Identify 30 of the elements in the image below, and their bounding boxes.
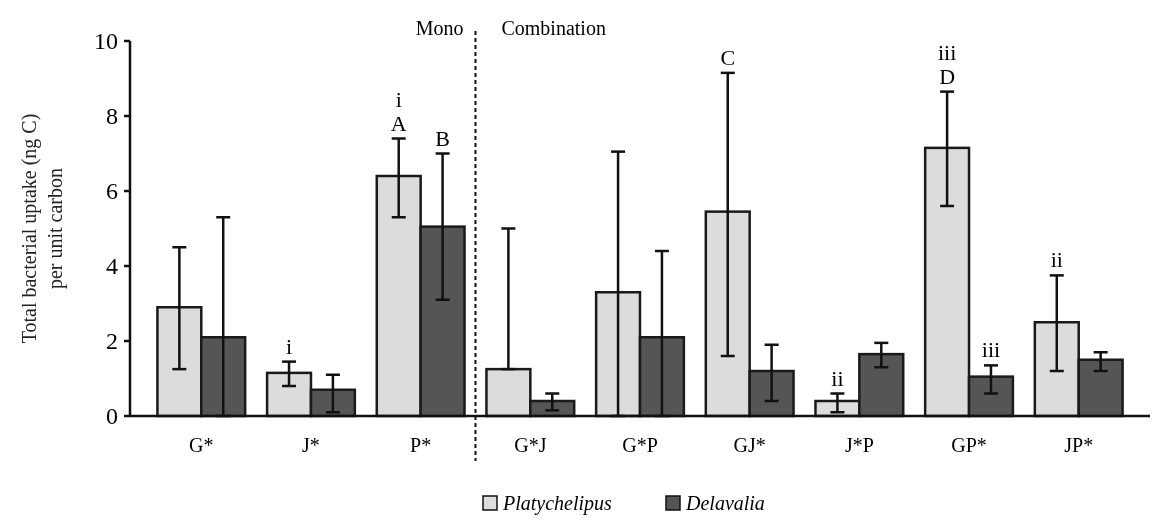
y-tick-label: 0 <box>106 403 118 430</box>
y-tick-label: 8 <box>106 103 118 130</box>
x-tick-label: JP* <box>1064 434 1094 456</box>
x-tick-label: G* <box>189 434 214 456</box>
annotation: D <box>939 63 956 89</box>
x-tick-label: G*P <box>622 434 658 456</box>
annotation: A <box>390 110 407 136</box>
annotation: iii <box>937 39 957 65</box>
y-tick-label: 4 <box>106 253 118 280</box>
y-tick-label: 10 <box>94 28 118 55</box>
text: Mono <box>415 17 464 39</box>
legend-label: Delavalia <box>685 492 765 514</box>
x-tick-label: J* <box>302 434 320 456</box>
annotation: iii <box>981 337 1001 363</box>
annotation: i <box>285 333 293 359</box>
annotation: i <box>395 86 402 112</box>
annotation: B <box>435 125 450 151</box>
x-tick-label: GJ* <box>733 434 766 456</box>
x-tick-label: GP* <box>951 434 987 456</box>
legend-label: Platychelipus <box>502 492 613 515</box>
y-tick-label: 2 <box>106 328 118 355</box>
text: Combination <box>501 17 606 39</box>
annotation: ii <box>831 365 844 391</box>
x-tick-label: P* <box>410 434 432 456</box>
y-axis-title: Total bacterial uptake (ng C) per unit carbon <box>18 113 67 344</box>
x-tick-label: J*P <box>844 434 874 456</box>
y-tick-label: 6 <box>106 178 118 205</box>
annotation: C <box>720 44 736 70</box>
x-tick-label: G*J <box>514 434 547 456</box>
annotation: ii <box>1050 247 1063 273</box>
